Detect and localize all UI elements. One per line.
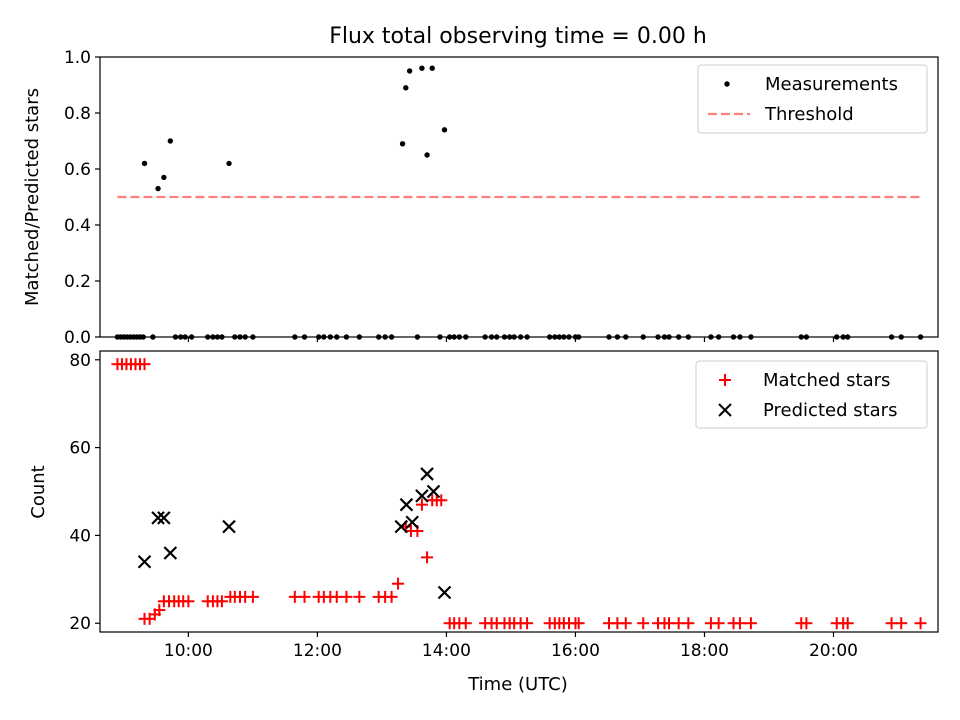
ratio-y-tick-label: 0.0 (64, 328, 91, 348)
count-panel: 20 40 60 80 10:00 12:00 14:00 16:00 18:00 20:00 C… (28, 350, 939, 695)
x-axis-label: Time (UTC) (467, 674, 568, 695)
measurements-point (226, 160, 232, 167)
predicted-stars-point (157, 511, 171, 525)
count-x-tick-label: 10:00 (164, 641, 213, 661)
ratio-panel: 0.0 0.2 0.4 0.6 0.8 1.0 Matched/Predicted sta… (22, 48, 939, 348)
matched-stars-point (246, 590, 259, 603)
predicted-stars-point (222, 519, 236, 534)
matched-stars-point (340, 590, 353, 603)
matched-stars-point (744, 617, 757, 630)
predicted-stars-point (420, 467, 434, 481)
measurements-point (406, 68, 413, 74)
count-y-axis-label: Count (28, 465, 49, 518)
measurements-point (441, 127, 448, 133)
ratio-y-tick-label: 0.2 (64, 272, 91, 292)
measurements-point (155, 185, 161, 192)
matched-stars-point (572, 617, 585, 630)
ratio-y-tick-label: 0.4 (64, 216, 91, 236)
predicted-stars-point (426, 484, 441, 499)
matched-stars-point (138, 358, 151, 371)
predicted-stars-point (399, 497, 414, 512)
ratio-legend: Measurements Threshold (697, 64, 928, 134)
matched-stars-point (215, 595, 228, 608)
ratio-axes-frame (99, 56, 939, 338)
ratio-y-tick-label: 1.0 (64, 48, 91, 68)
matched-stars-point (712, 617, 725, 630)
matched-stars-point (682, 617, 695, 630)
count-legend: Matched stars Predicted stars (695, 360, 928, 429)
count-x-tick-label: 16:00 (551, 641, 600, 661)
measurements-point (161, 174, 167, 181)
matched-stars-point (800, 617, 813, 630)
ratio-axis-ticks: 0.0 0.2 0.4 0.6 0.8 1.0 (64, 48, 835, 348)
ratio-legend-frame (697, 64, 928, 134)
count-x-tick-label: 12:00 (293, 641, 342, 661)
chart-title: Flux total observing time = 0.00 h (329, 24, 707, 49)
matched-stars-point (153, 604, 166, 617)
matched-stars-point (298, 590, 311, 603)
count-y-tick-label: 80 (69, 351, 91, 371)
count-x-tick-label: 14:00 (422, 641, 471, 661)
measurements-point (141, 160, 148, 167)
measurements-point (403, 85, 409, 91)
count-marks (111, 358, 927, 630)
legend-predicted-label: Predicted stars (763, 400, 897, 421)
count-y-tick-label: 60 (69, 439, 91, 459)
count-axis-ticks: 20 40 60 80 10:00 12:00 14:00 16:00 18:00 20:00 (69, 351, 858, 661)
count-y-tick-label: 20 (69, 614, 91, 634)
matched-stars-point (415, 498, 428, 511)
measurements-point (167, 138, 174, 144)
matched-stars-point (619, 617, 632, 630)
predicted-stars-point (137, 554, 152, 569)
matched-stars-point (435, 494, 448, 507)
matched-stars-point (914, 617, 927, 630)
legend-matched-marker (719, 374, 731, 386)
legend-threshold-label: Threshold (764, 104, 854, 125)
ratio-y-tick-label: 0.8 (64, 104, 91, 124)
predicted-stars-point (151, 511, 165, 525)
legend-predicted-marker (718, 403, 732, 417)
matched-stars-point (895, 617, 908, 630)
matched-stars-point (459, 617, 472, 630)
measurements-point (399, 141, 406, 147)
matched-stars-point (421, 551, 434, 564)
matched-stars-point (637, 617, 650, 630)
measurements-point (424, 152, 430, 158)
count-x-tick-label: 18:00 (680, 641, 729, 661)
predicted-stars-point (163, 546, 178, 560)
count-y-tick-label: 40 (69, 526, 91, 546)
measurements-point (429, 65, 435, 71)
matched-stars-point (385, 590, 398, 603)
matched-stars-point (521, 617, 534, 630)
matched-stars-point (733, 617, 746, 630)
legend-measurements-label: Measurements (765, 74, 898, 95)
predicted-stars-point (405, 515, 420, 530)
matched-stars-point (182, 595, 195, 608)
ratio-y-tick-label: 0.6 (64, 160, 91, 180)
predicted-stars-point (394, 519, 409, 534)
count-axes-frame (99, 350, 939, 633)
matched-stars-point (841, 617, 854, 630)
legend-measurements-marker (724, 81, 730, 87)
matched-stars-point (353, 590, 366, 603)
legend-matched-label: Matched stars (763, 370, 890, 391)
predicted-stars-point (415, 489, 429, 503)
predicted-stars-point (437, 585, 452, 600)
matched-stars-point (392, 577, 405, 590)
measurements-point (419, 65, 425, 71)
count-legend-frame (695, 360, 928, 429)
count-x-tick-label: 20:00 (809, 641, 858, 661)
ratio-y-axis-label: Matched/Predicted stars (22, 88, 43, 306)
